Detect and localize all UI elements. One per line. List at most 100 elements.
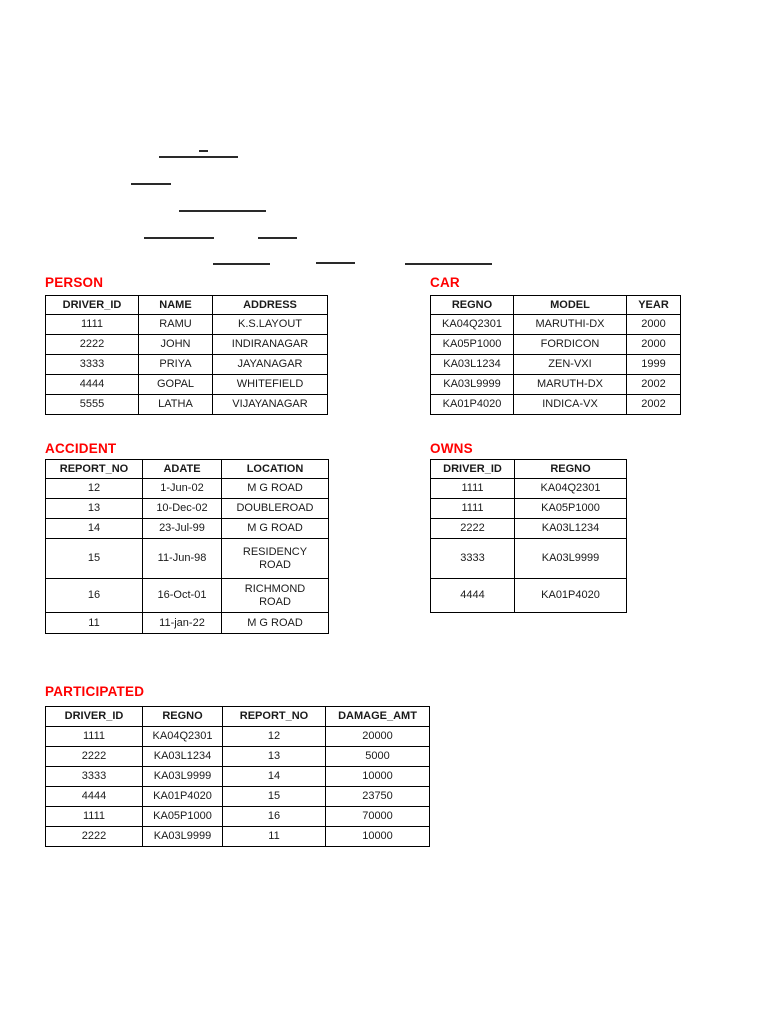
blank-underline bbox=[258, 237, 297, 239]
column-header-report_no: REPORT_NO bbox=[222, 706, 326, 727]
column-header-adate: ADATE bbox=[142, 459, 222, 479]
table-cell: MARUTHI-DX bbox=[513, 314, 627, 335]
table-cell: JAYANAGAR bbox=[212, 354, 328, 375]
table-cell: 13 bbox=[45, 498, 143, 519]
table-row: 14 23-Jul-99 M G ROAD bbox=[45, 518, 329, 539]
table-cell: 5555 bbox=[45, 394, 139, 415]
blank-underline bbox=[159, 156, 238, 158]
table-row: 15 11-Jun-98 RESIDENCY ROAD bbox=[45, 538, 329, 579]
table-row: 11 11-jan-22 M G ROAD bbox=[45, 612, 329, 634]
table-cell: KA05P1000 bbox=[142, 806, 223, 827]
table-row: 2222 KA03L1234 bbox=[430, 518, 627, 539]
table-cell: 5000 bbox=[325, 746, 430, 767]
table-cell: 16 bbox=[222, 806, 326, 827]
table-cell: PRIYA bbox=[138, 354, 213, 375]
table-cell: 2002 bbox=[626, 394, 681, 415]
table-row: 16 16-Oct-01 RICHMOND ROAD bbox=[45, 578, 329, 613]
table-cell: LATHA bbox=[138, 394, 213, 415]
table-cell: 11 bbox=[45, 612, 143, 634]
table-person: DRIVER_ID NAME ADDRESS 1111 RAMU K.S.LAYOUT 22… bbox=[45, 295, 328, 415]
table-cell: 1111 bbox=[45, 806, 143, 827]
column-header-regno: REGNO bbox=[142, 706, 223, 727]
table-cell: KA04Q2301 bbox=[142, 726, 223, 747]
table-cell: KA03L1234 bbox=[514, 518, 627, 539]
table-cell: KA03L1234 bbox=[430, 354, 514, 375]
table-row: 3333 PRIYA JAYANAGAR bbox=[45, 354, 328, 375]
column-header-name: NAME bbox=[138, 295, 213, 315]
table-cell: KA03L9999 bbox=[142, 826, 223, 847]
table-cell: 11 bbox=[222, 826, 326, 847]
blank-underline bbox=[144, 237, 214, 239]
table-cell: 4444 bbox=[430, 578, 515, 613]
table-cell: VIJAYANAGAR bbox=[212, 394, 328, 415]
table-row: KA05P1000 FORDICON 2000 bbox=[430, 334, 681, 355]
table-cell: KA05P1000 bbox=[514, 498, 627, 519]
table-cell: 4444 bbox=[45, 786, 143, 807]
column-header-regno: REGNO bbox=[514, 459, 627, 479]
column-header-regno: REGNO bbox=[430, 295, 514, 315]
table-cell: K.S.LAYOUT bbox=[212, 314, 328, 335]
table-cell: GOPAL bbox=[138, 374, 213, 395]
table-cell: INDICA-VX bbox=[513, 394, 627, 415]
table-cell: 20000 bbox=[325, 726, 430, 747]
table-cell: KA03L1234 bbox=[142, 746, 223, 767]
table-cell: 1111 bbox=[430, 478, 515, 499]
table-cell: M G ROAD bbox=[221, 478, 329, 499]
table-cell: M G ROAD bbox=[221, 612, 329, 634]
table-cell: 10000 bbox=[325, 766, 430, 787]
table-row: 1111 KA04Q2301 12 20000 bbox=[45, 726, 430, 747]
table-car: REGNO MODEL YEAR KA04Q2301 MARUTHI-DX 2000 KA0… bbox=[430, 295, 681, 415]
table-row: 4444 GOPAL WHITEFIELD bbox=[45, 374, 328, 395]
table-owns: DRIVER_ID REGNO 1111 KA04Q2301 1111 KA05P1000… bbox=[430, 459, 627, 613]
table-cell: KA03L9999 bbox=[430, 374, 514, 395]
table-cell: 2000 bbox=[626, 314, 681, 335]
table-header-row: REPORT_NO ADATE LOCATION bbox=[45, 459, 329, 479]
table-cell: KA03L9999 bbox=[514, 538, 627, 579]
table-cell: 1111 bbox=[45, 314, 139, 335]
blank-underline bbox=[405, 263, 492, 265]
table-row: 4444 KA01P4020 bbox=[430, 578, 627, 613]
table-row: KA01P4020 INDICA-VX 2002 bbox=[430, 394, 681, 415]
column-header-address: ADDRESS bbox=[212, 295, 328, 315]
table-cell: 2222 bbox=[430, 518, 515, 539]
table-header-row: DRIVER_ID REGNO bbox=[430, 459, 627, 479]
table-header-row: DRIVER_ID REGNO REPORT_NO DAMAGE_AMT bbox=[45, 706, 430, 727]
table-row: 1111 KA05P1000 16 70000 bbox=[45, 806, 430, 827]
table-cell: INDIRANAGAR bbox=[212, 334, 328, 355]
table-cell: KA04Q2301 bbox=[430, 314, 514, 335]
blank-underline bbox=[179, 210, 266, 212]
table-cell: 23-Jul-99 bbox=[142, 518, 222, 539]
table-row: 2222 KA03L1234 13 5000 bbox=[45, 746, 430, 767]
table-cell: KA04Q2301 bbox=[514, 478, 627, 499]
table-cell: RAMU bbox=[138, 314, 213, 335]
column-header-driver_id: DRIVER_ID bbox=[45, 706, 143, 727]
table-label-car: CAR bbox=[430, 275, 460, 290]
table-cell: 2000 bbox=[626, 334, 681, 355]
table-participated: DRIVER_ID REGNO REPORT_NO DAMAGE_AMT 1111 KA0… bbox=[45, 706, 430, 847]
table-cell: ZEN-VXI bbox=[513, 354, 627, 375]
column-header-location: LOCATION bbox=[221, 459, 329, 479]
table-row: 2222 KA03L9999 11 10000 bbox=[45, 826, 430, 847]
table-cell: FORDICON bbox=[513, 334, 627, 355]
table-label-accident: ACCIDENT bbox=[45, 441, 117, 456]
table-cell: 10000 bbox=[325, 826, 430, 847]
table-cell: 14 bbox=[222, 766, 326, 787]
table-row: KA04Q2301 MARUTHI-DX 2000 bbox=[430, 314, 681, 335]
table-cell: 15 bbox=[45, 538, 143, 579]
table-cell: 11-Jun-98 bbox=[142, 538, 222, 579]
table-header-row: REGNO MODEL YEAR bbox=[430, 295, 681, 315]
table-cell: RICHMOND ROAD bbox=[221, 578, 329, 613]
column-header-driver_id: DRIVER_ID bbox=[430, 459, 515, 479]
table-cell: 2222 bbox=[45, 334, 139, 355]
table-cell: 16 bbox=[45, 578, 143, 613]
table-label-owns: OWNS bbox=[430, 441, 473, 456]
table-row: 1111 RAMU K.S.LAYOUT bbox=[45, 314, 328, 335]
table-label-person: PERSON bbox=[45, 275, 104, 290]
table-cell: 11-jan-22 bbox=[142, 612, 222, 634]
table-row: KA03L1234 ZEN-VXI 1999 bbox=[430, 354, 681, 375]
column-header-model: MODEL bbox=[513, 295, 627, 315]
table-cell: 23750 bbox=[325, 786, 430, 807]
table-label-participated: PARTICIPATED bbox=[45, 684, 145, 699]
table-accident: REPORT_NO ADATE LOCATION 12 1-Jun-02 M G ROAD… bbox=[45, 459, 329, 634]
